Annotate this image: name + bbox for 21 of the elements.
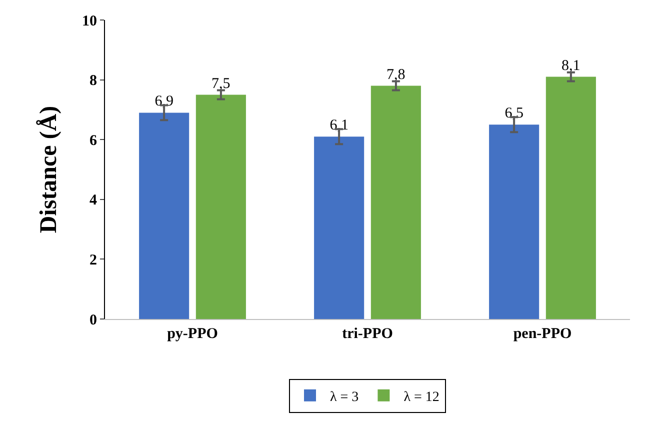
y-tick-label: 2 (90, 252, 97, 268)
data-label: 7,8 (386, 66, 406, 83)
bar (489, 124, 540, 319)
bar (314, 136, 364, 319)
y-tick-label: 6 (90, 132, 98, 149)
x-tick-label: pen-PPO (513, 326, 572, 342)
data-label: 8,1 (562, 58, 580, 74)
y-tick-label: 10 (82, 13, 97, 30)
x-tick-label: tri-PPO (342, 326, 393, 342)
x-tick-label: py-PPO (167, 326, 218, 342)
bar (196, 94, 246, 319)
y-axis-title: Distance (Å) (36, 106, 62, 234)
y-tick-label: 4 (90, 192, 98, 209)
data-label: 7,5 (212, 76, 230, 92)
y-tick-label: 0 (90, 312, 97, 328)
bar (370, 86, 421, 319)
legend-label: λ = 12 (404, 390, 440, 405)
bar (546, 76, 596, 319)
y-tick-label: 8 (90, 73, 97, 90)
bar (139, 112, 190, 319)
legend-label: λ = 3 (330, 390, 359, 405)
